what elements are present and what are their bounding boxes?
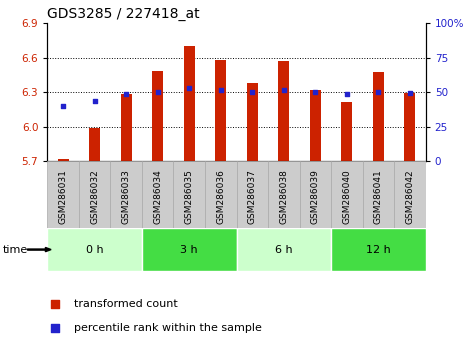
Bar — [205, 161, 236, 228]
Bar — [268, 161, 299, 228]
Text: GSM286033: GSM286033 — [122, 169, 131, 224]
Bar — [342, 102, 352, 161]
Bar — [404, 93, 415, 161]
Bar — [79, 161, 110, 228]
Bar — [331, 228, 426, 271]
Bar — [58, 159, 69, 161]
Bar — [299, 161, 331, 228]
Bar — [110, 161, 142, 228]
Point — [312, 89, 319, 95]
Text: GSM286038: GSM286038 — [279, 169, 289, 224]
Text: GSM286031: GSM286031 — [59, 169, 68, 224]
Point — [154, 89, 161, 95]
Bar — [47, 228, 142, 271]
Bar — [247, 83, 258, 161]
Bar — [121, 95, 131, 161]
Text: 12 h: 12 h — [366, 245, 391, 255]
Point — [375, 89, 382, 95]
Text: GDS3285 / 227418_at: GDS3285 / 227418_at — [47, 7, 200, 21]
Text: GSM286032: GSM286032 — [90, 169, 99, 224]
Bar — [236, 161, 268, 228]
Text: GSM286034: GSM286034 — [153, 169, 162, 224]
Point — [217, 87, 225, 92]
Bar — [236, 228, 331, 271]
Bar — [310, 90, 321, 161]
Bar — [373, 73, 384, 161]
Bar — [89, 128, 100, 161]
Bar — [215, 60, 226, 161]
Text: GSM286042: GSM286042 — [405, 169, 414, 224]
Point — [280, 87, 288, 92]
Text: 3 h: 3 h — [180, 245, 198, 255]
Point — [406, 90, 414, 96]
Bar — [184, 46, 195, 161]
Text: time: time — [2, 245, 27, 255]
Point — [123, 91, 130, 97]
Bar — [363, 161, 394, 228]
Bar — [47, 161, 79, 228]
Text: GSM286040: GSM286040 — [342, 169, 351, 224]
Text: GSM286036: GSM286036 — [216, 169, 225, 224]
Point — [248, 89, 256, 95]
Text: transformed count: transformed count — [74, 299, 177, 309]
Bar — [142, 161, 174, 228]
Bar — [394, 161, 426, 228]
Bar — [278, 61, 289, 161]
Point — [59, 103, 67, 109]
Text: GSM286035: GSM286035 — [184, 169, 194, 224]
Bar — [174, 161, 205, 228]
Text: percentile rank within the sample: percentile rank within the sample — [74, 323, 262, 333]
Bar — [152, 71, 163, 161]
Bar — [331, 161, 363, 228]
Bar — [142, 228, 236, 271]
Point — [91, 98, 98, 104]
Point — [301, 106, 309, 112]
Point — [343, 91, 350, 97]
Text: 0 h: 0 h — [86, 245, 104, 255]
Text: GSM286041: GSM286041 — [374, 169, 383, 224]
Text: GSM286037: GSM286037 — [248, 169, 257, 224]
Text: GSM286039: GSM286039 — [311, 169, 320, 224]
Text: 6 h: 6 h — [275, 245, 293, 255]
Point — [185, 85, 193, 91]
